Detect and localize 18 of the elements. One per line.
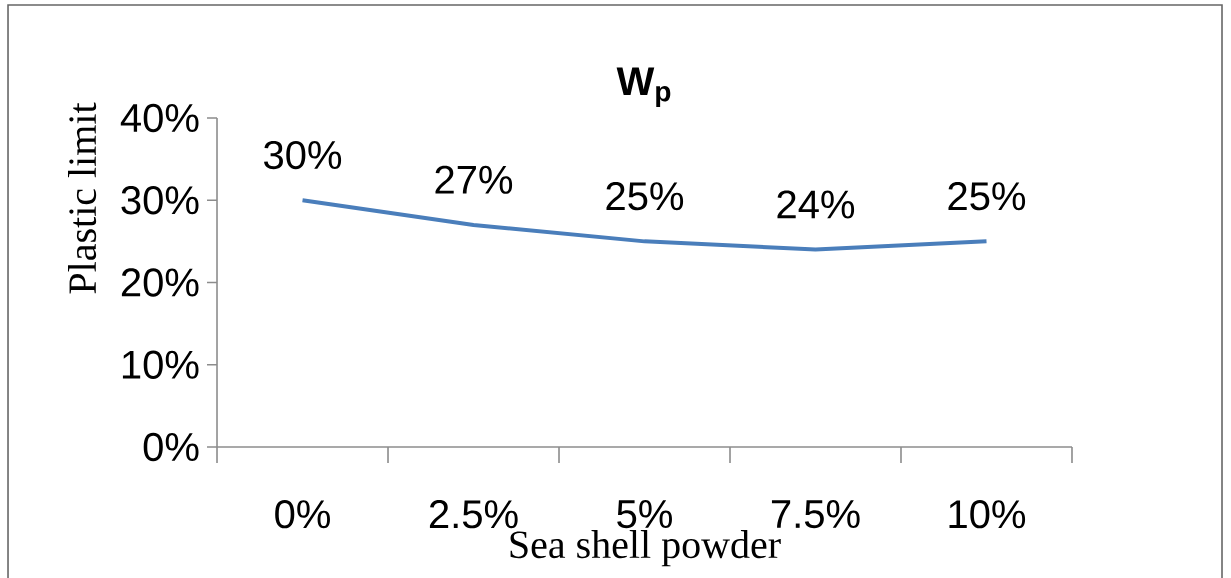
y-tick-label: 30% [121, 186, 199, 215]
y-tick-label: 10% [122, 350, 199, 379]
data-label: 24% [777, 190, 855, 219]
x-tick-label: 2.5% [429, 500, 518, 529]
x-tick-label: 10% [949, 500, 1026, 529]
x-tick-label: 5% [617, 500, 672, 529]
data-label: 25% [948, 182, 1026, 211]
y-axis-title: Plastic limit [68, 102, 97, 294]
x-tick-label: 7.5% [771, 500, 860, 529]
y-tick-label: 0% [143, 432, 199, 462]
x-tick-label: 0% [275, 500, 330, 529]
data-label: 27% [435, 165, 513, 194]
data-label: 30% [264, 140, 342, 170]
data-label: 25% [606, 182, 684, 211]
chart-title: W$_{p}$ [616, 67, 671, 107]
x-axis-title: Sea shell powder [510, 530, 781, 567]
y-tick-label: 20% [121, 268, 199, 297]
y-tick-label: 40% [120, 103, 199, 133]
